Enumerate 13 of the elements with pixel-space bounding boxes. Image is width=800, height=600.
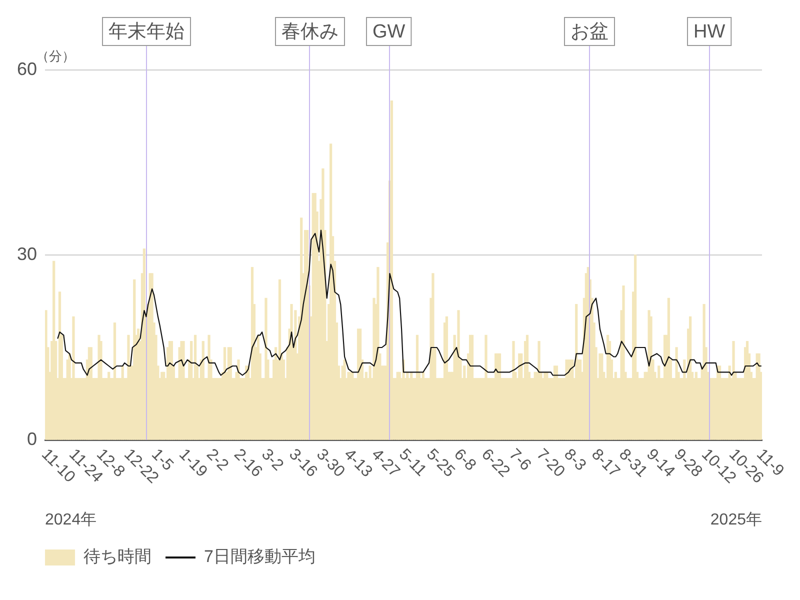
- legend-label: 待ち時間: [84, 547, 152, 566]
- y-tick-label: 30: [16, 244, 37, 264]
- text: 2024年: [45, 511, 97, 528]
- ref-line-label: HW: [694, 22, 726, 43]
- ref-line-label: お盆: [570, 22, 608, 43]
- ref-line-label: 年末年始: [108, 22, 184, 43]
- legend-label: 7日間移動平均: [204, 547, 316, 566]
- y-axis-title: （分）: [36, 48, 75, 64]
- y-tick-label: 0: [26, 428, 37, 449]
- text: 2025年: [710, 511, 762, 528]
- ref-line-label: 春休み: [282, 22, 338, 43]
- y-tick-label: 60: [16, 58, 37, 79]
- ref-line-label: GW: [372, 22, 406, 43]
